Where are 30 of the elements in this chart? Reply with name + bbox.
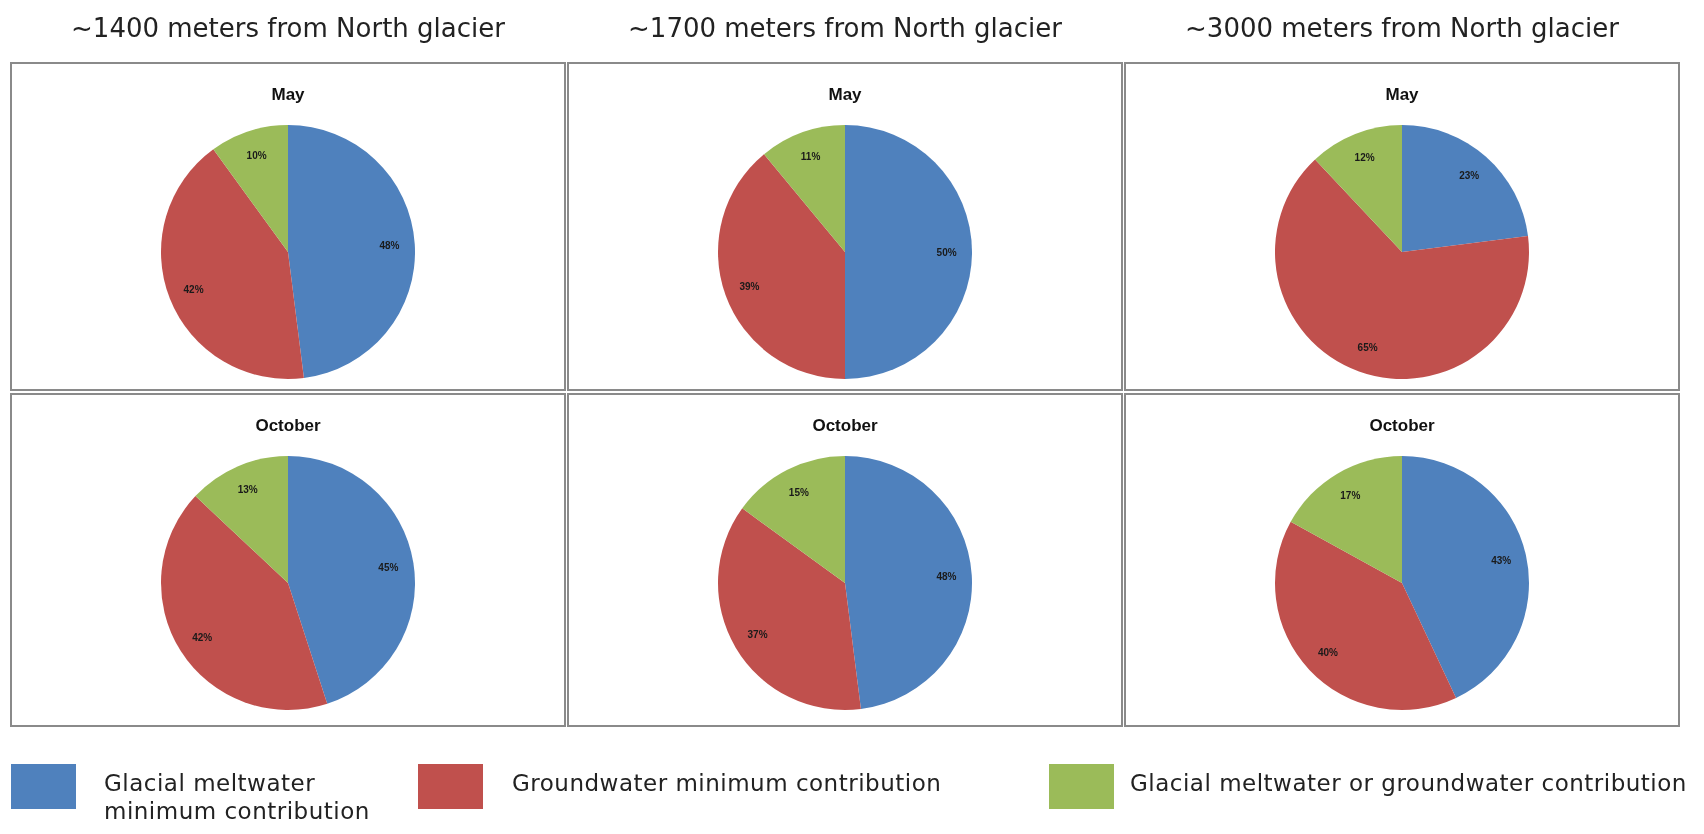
data-label: 50% bbox=[936, 246, 957, 258]
chart-subtitle: May bbox=[828, 85, 863, 104]
legend-label: Glacial meltwater or groundwater contribution bbox=[1130, 769, 1687, 797]
data-label: 65% bbox=[1357, 342, 1378, 354]
chart-subtitle: May bbox=[1385, 85, 1420, 104]
chart-title: ~1700 meters from North glacier bbox=[628, 13, 1063, 43]
data-label: 48% bbox=[379, 240, 400, 252]
chart-subtitle: May bbox=[271, 85, 306, 104]
data-label: 37% bbox=[747, 629, 768, 641]
data-label: 12% bbox=[1354, 152, 1375, 164]
data-label: 48% bbox=[936, 571, 957, 583]
data-label: 39% bbox=[739, 280, 760, 292]
data-label: 11% bbox=[800, 150, 821, 162]
chart-title: ~3000 meters from North glacier bbox=[1185, 13, 1620, 43]
chart-title: October bbox=[812, 416, 878, 435]
chart-title: October bbox=[1369, 416, 1435, 435]
chart-title: ~1400 meters from North glacier bbox=[71, 13, 506, 43]
data-label: 10% bbox=[246, 149, 267, 161]
chart-title: October bbox=[255, 416, 321, 435]
data-label: 42% bbox=[192, 631, 213, 643]
data-label: 42% bbox=[183, 283, 204, 295]
legend-label: Groundwater minimum contribution bbox=[512, 769, 942, 797]
data-label: 13% bbox=[237, 484, 258, 496]
data-label: 40% bbox=[1317, 647, 1339, 659]
data-label: 23% bbox=[1459, 170, 1480, 182]
data-label: 45% bbox=[378, 561, 399, 573]
data-label: 17% bbox=[1340, 490, 1361, 502]
data-label: 15% bbox=[788, 486, 809, 498]
legend-label: Glacial meltwater minimum contribution bbox=[104, 769, 371, 825]
data-label: 43% bbox=[1491, 555, 1512, 567]
